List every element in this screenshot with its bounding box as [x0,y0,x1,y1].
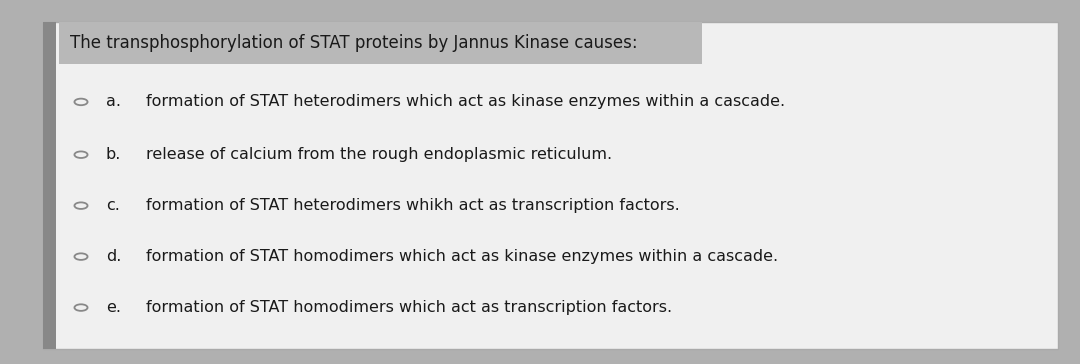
FancyBboxPatch shape [43,22,1058,349]
Text: d.: d. [106,249,121,264]
Bar [43,22,56,349]
Text: c.: c. [106,198,120,213]
Text: e.: e. [106,300,121,315]
Text: The transphosphorylation of STAT proteins by Jannus Kinase causes:: The transphosphorylation of STAT protein… [70,33,638,52]
Text: b.: b. [106,147,121,162]
Text: formation of STAT homodimers which act as kinase enzymes within a cascade.: formation of STAT homodimers which act a… [146,249,778,264]
Text: release of calcium from the rough endoplasmic reticulum.: release of calcium from the rough endopl… [146,147,612,162]
Text: a.: a. [106,94,121,110]
Text: formation of STAT homodimers which act as transcription factors.: formation of STAT homodimers which act a… [146,300,672,315]
Text: formation of STAT heterodimers which act as kinase enzymes within a cascade.: formation of STAT heterodimers which act… [146,94,785,110]
FancyBboxPatch shape [59,22,702,64]
Text: formation of STAT heterodimers whikh act as transcription factors.: formation of STAT heterodimers whikh act… [146,198,679,213]
